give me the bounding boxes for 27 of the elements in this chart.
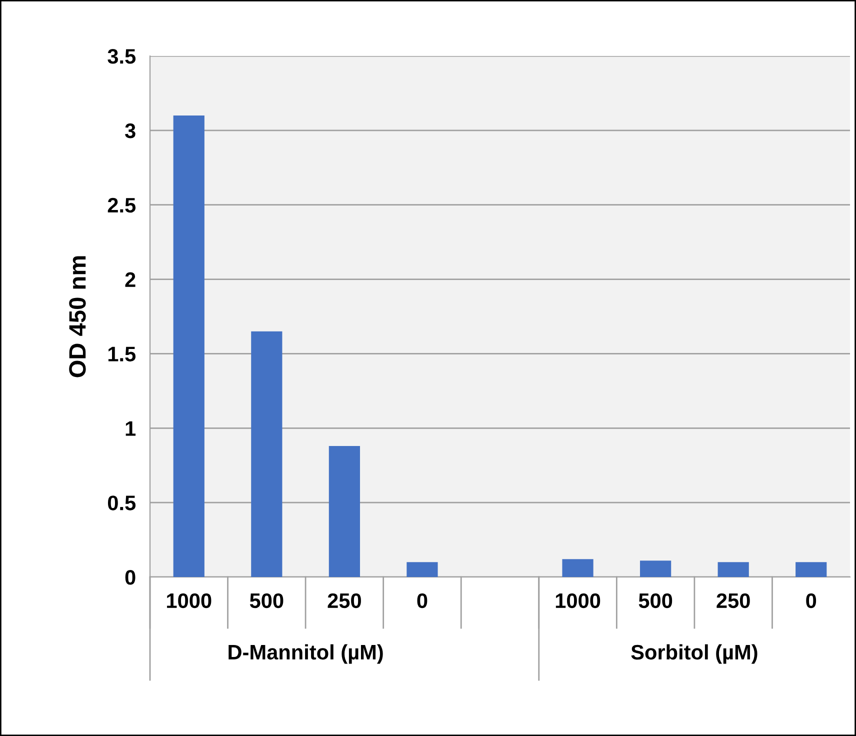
- bar: [173, 116, 204, 577]
- y-tick-label: 2.5: [108, 198, 136, 213]
- x-tick-label: 1000: [167, 593, 212, 608]
- text: Sorbitol (µM): [631, 644, 758, 664]
- bar: [328, 446, 360, 577]
- x-tick-label: 500: [250, 593, 284, 608]
- x-tick-label: 250: [328, 593, 361, 608]
- y-tick-label: 0: [125, 570, 136, 585]
- x-tick-label: 0: [806, 593, 816, 608]
- bar: [406, 562, 438, 577]
- x-tick-label: 0: [417, 593, 428, 608]
- x-tick-label: 500: [638, 593, 672, 608]
- y-tick-label: 2: [125, 272, 136, 287]
- y-tick-label: 3: [125, 123, 136, 138]
- text: D-Mannitol (µM): [228, 644, 383, 664]
- y-tick-label: 1: [126, 421, 136, 436]
- bar: [640, 560, 672, 577]
- x-tick-label: 250: [716, 593, 750, 608]
- bar: [251, 331, 282, 577]
- y-tick-label: 1.5: [108, 346, 136, 362]
- y-tick-label: 0.5: [108, 496, 136, 510]
- bar: [718, 562, 749, 577]
- y-axis-title: OD 450 nm: [69, 256, 86, 378]
- bar: [796, 562, 827, 577]
- bar: [562, 559, 594, 577]
- y-tick-label: 3.5: [108, 49, 136, 64]
- x-tick-label: 1000: [556, 593, 600, 608]
